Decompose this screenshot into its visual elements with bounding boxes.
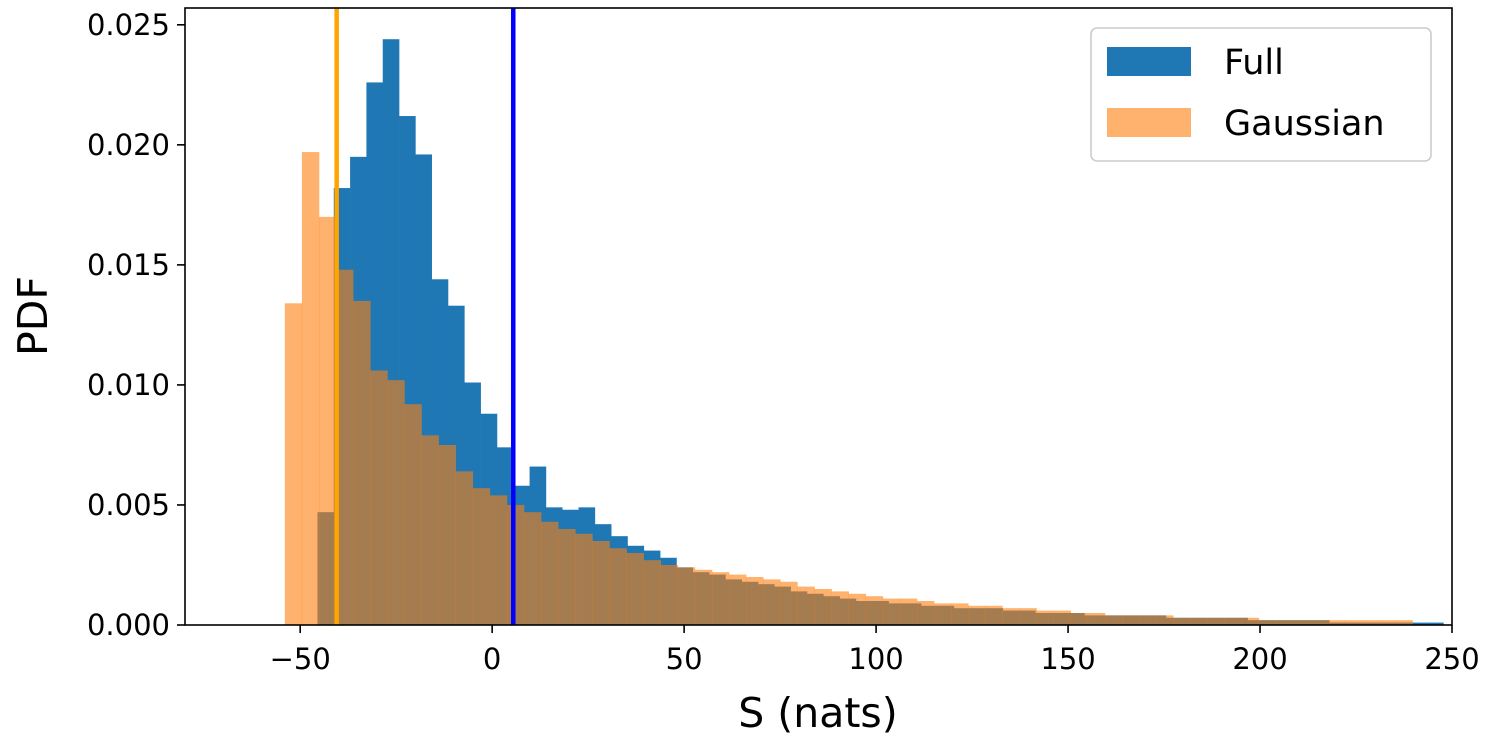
bar-gaussian-53	[1190, 617, 1208, 625]
legend-label-full: Full	[1224, 43, 1284, 83]
bar-gaussian-42	[1002, 608, 1020, 625]
bar-gaussian-62	[1344, 620, 1362, 625]
bar-full-68	[1427, 622, 1444, 625]
bar-gaussian-1	[301, 152, 320, 625]
bar-gaussian-19	[609, 548, 627, 625]
reference-lines	[334, 8, 516, 625]
bar-gaussian-64	[1378, 620, 1396, 625]
bar-gaussian-65	[1395, 620, 1413, 625]
bar-gaussian-50	[1139, 615, 1157, 625]
y-tick-label: 0.010	[87, 368, 170, 402]
y-tick-label: 0.020	[87, 128, 170, 162]
bar-gaussian-63	[1361, 620, 1379, 625]
bar-gaussian-3	[336, 269, 354, 625]
bar-gaussian-32	[831, 591, 849, 625]
y-tick-label: 0.025	[87, 8, 170, 42]
bar-gaussian-36	[899, 598, 918, 625]
bar-gaussian-58	[1275, 620, 1294, 625]
bar-gaussian-34	[865, 596, 884, 625]
bar-gaussian-54	[1207, 617, 1225, 625]
bar-gaussian-46	[1070, 612, 1089, 625]
bar-gaussian-56	[1241, 617, 1259, 625]
x-tick-label: 150	[1040, 642, 1095, 676]
bar-gaussian-21	[643, 560, 662, 625]
y-tick-label: 0.005	[87, 488, 170, 522]
bar-gaussian-6	[387, 380, 405, 625]
bar-gaussian-2	[318, 216, 337, 625]
bar-gaussian-41	[985, 605, 1003, 625]
bar-gaussian-29	[780, 581, 798, 625]
x-axis-label: S (nats)	[738, 689, 898, 737]
bar-gaussian-61	[1327, 620, 1345, 625]
bar-gaussian-26	[729, 574, 747, 625]
bar-gaussian-38	[934, 603, 952, 625]
bar-gaussian-27	[746, 576, 764, 625]
bar-gaussian-51	[1156, 615, 1174, 625]
bar-gaussian-5	[370, 370, 388, 625]
y-tick-label: 0.015	[87, 248, 170, 282]
bar-gaussian-14	[524, 512, 542, 625]
y-axis-ticks: 0.000 0.005 0.010 0.015 0.020 0.025	[87, 8, 185, 642]
bar-gaussian-8	[421, 435, 439, 625]
x-tick-label: −50	[270, 642, 331, 676]
legend-swatch-gaussian	[1107, 108, 1191, 137]
bar-gaussian-30	[797, 586, 815, 625]
x-tick-label: 100	[848, 642, 903, 676]
x-axis-ticks: −50 0 50 100 150 200 250	[270, 625, 1480, 676]
bar-gaussian-49	[1122, 615, 1140, 625]
bar-gaussian-15	[541, 521, 559, 625]
bar-gaussian-11	[472, 488, 491, 625]
bar-gaussian-0	[284, 303, 303, 625]
x-tick-label: 200	[1232, 642, 1287, 676]
bar-gaussian-4	[353, 300, 371, 625]
plot-frame	[184, 7, 1453, 626]
bar-gaussian-45	[1053, 610, 1072, 625]
bar-gaussian-13	[506, 504, 525, 625]
bar-gaussian-59	[1292, 620, 1311, 625]
y-tick-label: 0.000	[87, 608, 170, 642]
bar-gaussian-60	[1309, 620, 1328, 625]
bar-gaussian-57	[1258, 620, 1277, 625]
bar-gaussian-44	[1036, 610, 1054, 625]
bar-gaussian-17	[575, 533, 593, 625]
legend-swatch-full	[1107, 47, 1191, 76]
bar-gaussian-9	[438, 444, 456, 625]
bar-gaussian-43	[1019, 608, 1037, 625]
x-tick-label: 50	[666, 642, 703, 676]
bar-gaussian-18	[592, 540, 610, 625]
x-tick-label: 250	[1424, 642, 1479, 676]
bar-gaussian-24	[694, 569, 713, 625]
legend: Full Gaussian	[1090, 27, 1432, 162]
bar-gaussian-7	[404, 404, 422, 625]
bar-gaussian-28	[763, 579, 781, 625]
bar-gaussian-22	[660, 564, 679, 625]
legend-label-gaussian: Gaussian	[1224, 104, 1385, 144]
bar-gaussian-35	[882, 598, 901, 625]
bar-gaussian-16	[558, 528, 576, 625]
bar-gaussian-25	[711, 572, 730, 625]
bar-gaussian-31	[814, 588, 832, 625]
bar-gaussian-48	[1104, 615, 1123, 625]
bar-gaussian-20	[626, 552, 644, 625]
bar-gaussian-52	[1173, 617, 1191, 625]
bar-gaussian-23	[677, 567, 696, 625]
bar-gaussian-37	[916, 600, 935, 625]
bar-full-67	[1410, 622, 1428, 625]
bar-gaussian-55	[1224, 617, 1242, 625]
gaussian-series-bars	[284, 152, 1413, 625]
bar-gaussian-10	[455, 471, 474, 625]
bar-gaussian-33	[848, 593, 867, 625]
bar-gaussian-39	[951, 603, 969, 625]
bar-gaussian-47	[1087, 612, 1106, 625]
y-axis-label: PDF	[9, 276, 57, 356]
bar-gaussian-40	[968, 605, 986, 625]
bar-gaussian-12	[489, 495, 508, 625]
x-tick-label: 0	[483, 642, 501, 676]
